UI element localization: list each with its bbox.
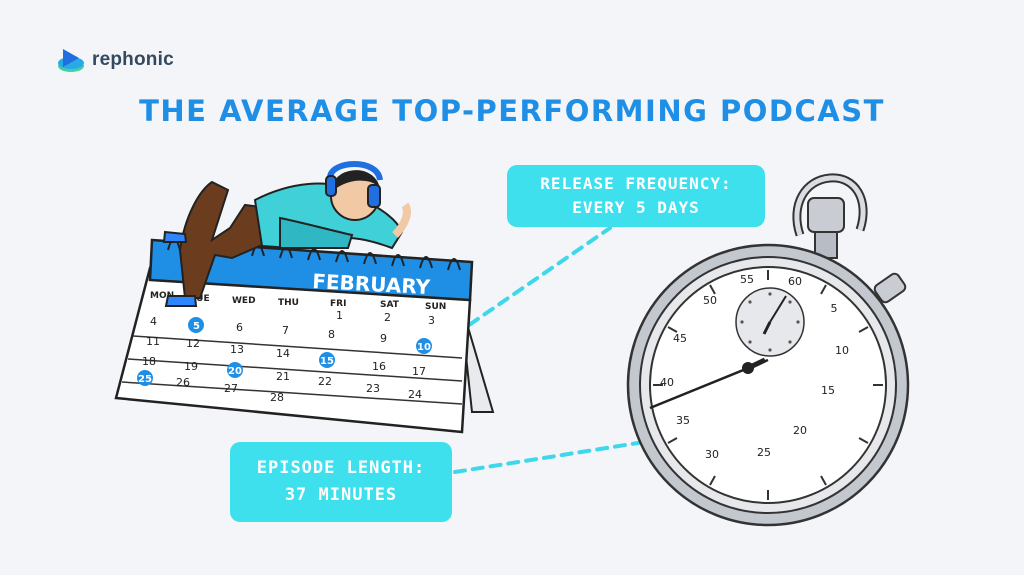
episode-length-callout: EPISODE LENGTH: 37 MINUTES bbox=[230, 442, 452, 522]
page-title: THE AVERAGE TOP-PERFORMING PODCAST bbox=[139, 94, 885, 128]
highlighted-day-marker bbox=[319, 352, 335, 368]
weekday-label: SAT bbox=[380, 300, 400, 310]
svg-text:13: 13 bbox=[230, 343, 244, 356]
svg-text:19: 19 bbox=[184, 360, 198, 373]
highlighted-day: 20 bbox=[228, 366, 242, 377]
release-frequency-value: EVERY 5 DAYS bbox=[572, 198, 700, 217]
dial-label: 45 bbox=[673, 332, 687, 345]
dial-label: 25 bbox=[757, 446, 771, 459]
dial-label: 20 bbox=[793, 424, 807, 437]
rephonic-logo-icon bbox=[58, 49, 84, 72]
release-frequency-label: RELEASE FREQUENCY: bbox=[540, 174, 732, 193]
episode-length-value: 37 MINUTES bbox=[284, 485, 398, 505]
weekday-label: THU bbox=[278, 298, 299, 308]
svg-text:9: 9 bbox=[380, 332, 387, 345]
dial-label: 15 bbox=[821, 384, 835, 397]
weekday-label: WED bbox=[232, 296, 256, 306]
highlighted-day: 25 bbox=[138, 374, 152, 385]
svg-text:4: 4 bbox=[150, 315, 157, 328]
svg-text:7: 7 bbox=[282, 324, 289, 337]
svg-text:26: 26 bbox=[176, 376, 190, 389]
weekday-label: FRI bbox=[330, 299, 346, 309]
svg-text:2: 2 bbox=[384, 311, 391, 324]
dial-label: 35 bbox=[676, 414, 690, 427]
dial-label: 50 bbox=[703, 294, 717, 307]
dial-label: 40 bbox=[660, 376, 674, 389]
svg-text:17: 17 bbox=[412, 365, 426, 378]
dial-label: 10 bbox=[835, 344, 849, 357]
weekday-label: SUN bbox=[425, 302, 446, 312]
svg-text:12: 12 bbox=[186, 337, 200, 350]
svg-text:18: 18 bbox=[142, 355, 156, 368]
svg-text:22: 22 bbox=[318, 375, 332, 388]
episode-length-label: EPISODE LENGTH: bbox=[256, 458, 426, 478]
highlighted-day: 15 bbox=[320, 356, 334, 367]
svg-text:6: 6 bbox=[236, 321, 243, 334]
dial-label: 5 bbox=[831, 302, 838, 315]
highlighted-day: 10 bbox=[417, 342, 431, 353]
dial-label: 30 bbox=[705, 448, 719, 461]
svg-text:27: 27 bbox=[224, 382, 238, 395]
svg-text:3: 3 bbox=[428, 314, 435, 327]
highlighted-day-marker bbox=[416, 338, 432, 354]
highlighted-day: 5 bbox=[193, 321, 200, 332]
svg-text:8: 8 bbox=[328, 328, 335, 341]
dial-label: 60 bbox=[788, 275, 802, 288]
svg-text:21: 21 bbox=[276, 370, 290, 383]
svg-text:14: 14 bbox=[276, 347, 290, 360]
highlighted-day-marker bbox=[137, 370, 153, 386]
svg-text:1: 1 bbox=[336, 309, 343, 322]
brand: rephonic bbox=[56, 46, 174, 74]
episode-connector bbox=[453, 441, 640, 474]
svg-text:16: 16 bbox=[372, 360, 386, 373]
svg-text:23: 23 bbox=[366, 382, 380, 395]
brand-name: rephonic bbox=[92, 49, 174, 70]
svg-text:11: 11 bbox=[146, 335, 160, 348]
highlighted-day-marker bbox=[227, 362, 243, 378]
release-frequency-callout: RELEASE FREQUENCY: EVERY 5 DAYS bbox=[507, 165, 765, 227]
person-illustration bbox=[162, 161, 411, 307]
stopwatch-illustration: 60 5 10 15 20 25 30 35 40 45 50 55 bbox=[626, 173, 910, 527]
svg-text:24: 24 bbox=[408, 388, 422, 401]
calendar-illustration: FEBRUARY MON TUE WED THU FRI SAT SUN 123… bbox=[114, 238, 495, 434]
dial-label: 55 bbox=[740, 273, 754, 286]
weekday-label: MON bbox=[150, 291, 174, 301]
highlighted-day-marker bbox=[188, 317, 204, 333]
svg-text:28: 28 bbox=[270, 391, 284, 404]
